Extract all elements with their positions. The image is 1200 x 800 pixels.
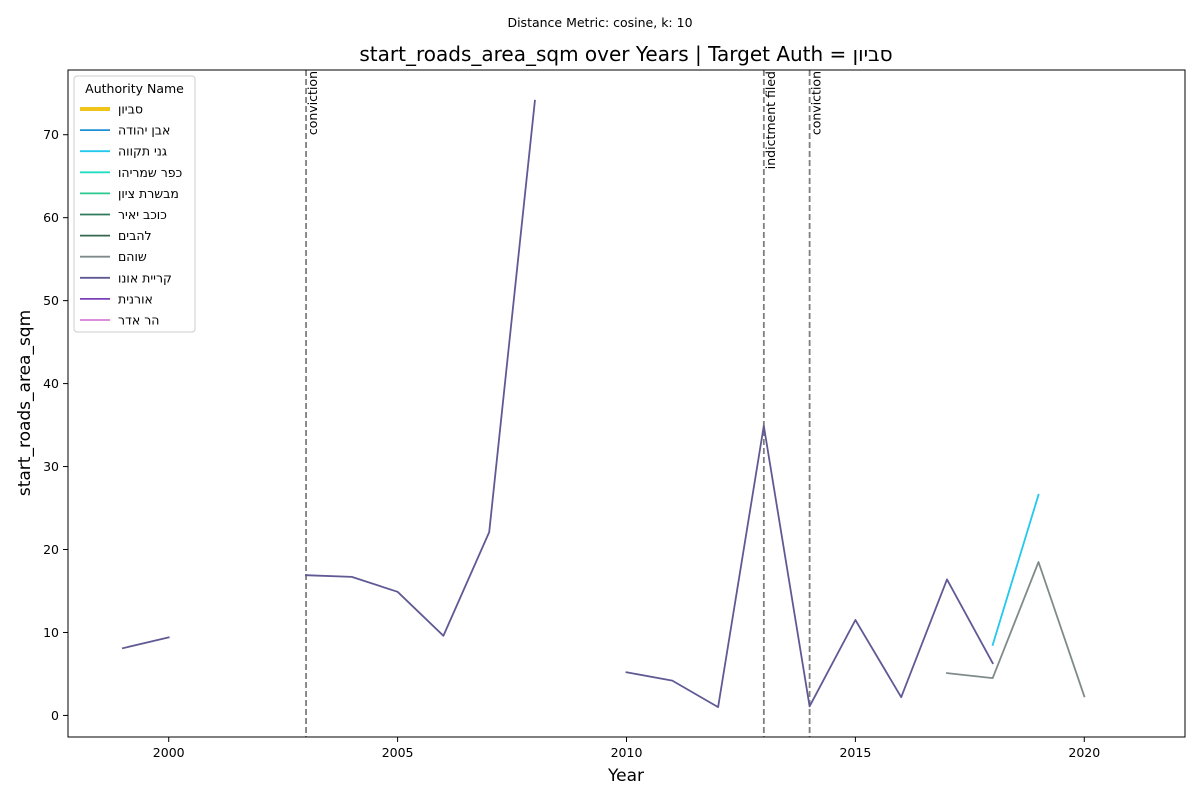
legend-entry-label: שוהם bbox=[118, 249, 147, 264]
legend-entry-label: כוכב יאיר bbox=[118, 207, 167, 222]
y-axis-label: start_roads_area_sqm bbox=[15, 310, 35, 496]
y-tick-label: 70 bbox=[43, 127, 59, 142]
y-tick-label: 20 bbox=[43, 542, 59, 557]
chart-title: start_roads_area_sqm over Years | Target… bbox=[359, 42, 892, 66]
x-tick-label: 2005 bbox=[382, 745, 414, 760]
x-tick-label: 2015 bbox=[839, 745, 871, 760]
legend-entry-label: להבים bbox=[118, 228, 152, 243]
plot-area: 2000 2005 2010 2015 2020 0 10 20 30 40 50 60 70 convi… bbox=[43, 69, 1186, 760]
legend-entry-label: כפר שמריהו bbox=[118, 165, 182, 180]
legend: Authority Name סביון אבן יהודה גני תקווה כפר… bbox=[73, 75, 196, 333]
legend-title: Authority Name bbox=[85, 81, 184, 96]
event-label: conviction bbox=[305, 71, 320, 135]
chart-suptitle: Distance Metric: cosine, k: 10 bbox=[507, 15, 692, 30]
legend-entry-label: מבשרת ציון bbox=[118, 186, 179, 201]
legend-entry-label: אבן יהודה bbox=[118, 123, 170, 138]
event-label: indictment filed bbox=[763, 71, 778, 169]
legend-entry-label: סביון bbox=[118, 102, 143, 117]
legend-entry-label: הר אדר bbox=[118, 313, 159, 328]
x-axis-label: Year bbox=[607, 766, 644, 786]
y-tick-label: 30 bbox=[43, 459, 59, 474]
y-tick-label: 0 bbox=[51, 708, 59, 723]
event-label: conviction bbox=[809, 71, 824, 135]
legend-entry-label: קריית אונו bbox=[118, 270, 172, 285]
legend-entry-label: גני תקווה bbox=[118, 144, 167, 159]
y-tick-label: 10 bbox=[43, 625, 59, 640]
y-tick-label: 40 bbox=[43, 376, 59, 391]
y-tick-label: 50 bbox=[43, 293, 59, 308]
y-tick-label: 60 bbox=[43, 210, 59, 225]
series-line bbox=[946, 561, 1086, 698]
legend-box bbox=[73, 75, 196, 333]
x-tick-label: 2020 bbox=[1068, 745, 1100, 760]
series-line bbox=[991, 493, 1040, 647]
x-tick-label: 2000 bbox=[153, 745, 185, 760]
x-tick-label: 2010 bbox=[611, 745, 643, 760]
plot-frame bbox=[67, 69, 1186, 738]
legend-entry-label: אורנית bbox=[118, 291, 153, 306]
series-line bbox=[121, 99, 994, 708]
